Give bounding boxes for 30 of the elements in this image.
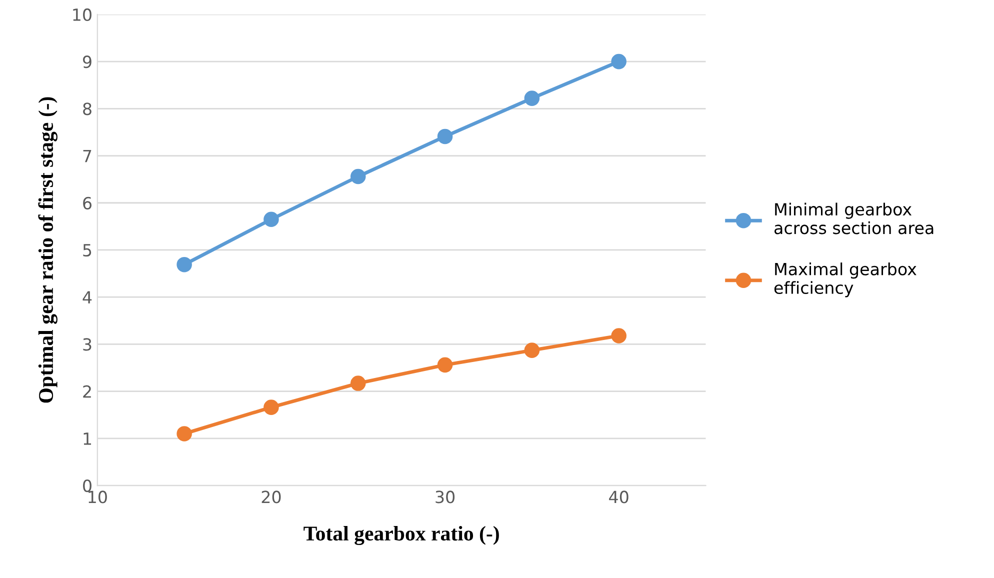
x-tick-label: 20 — [262, 490, 281, 504]
y-tick-label: 0 — [83, 479, 92, 492]
y-axis-title: Optimal gear ratio of first stage (-) — [38, 97, 58, 403]
y-tick-label: 5 — [83, 244, 92, 257]
y-tick-label: 2 — [83, 385, 91, 398]
point — [437, 128, 453, 144]
y-tick-label: 3 — [83, 338, 92, 351]
x-axis-title: Total gearbox ratio (-) — [304, 526, 499, 546]
y-tick-label: 10 — [73, 8, 92, 22]
point — [350, 168, 366, 184]
y-tick-label: 7 — [83, 150, 92, 162]
point — [524, 90, 540, 106]
point — [437, 357, 453, 373]
y-tick-label: 1 — [84, 432, 92, 445]
point — [264, 400, 279, 415]
y-tick-label: 6 — [83, 196, 92, 210]
point — [524, 342, 540, 358]
point — [611, 54, 626, 70]
point — [350, 376, 366, 391]
point — [176, 256, 192, 272]
point — [264, 212, 279, 228]
point — [176, 426, 192, 442]
y-tick-label: 8 — [83, 102, 92, 116]
legend-label: Minimal gearbox across section area — [774, 202, 934, 234]
y-tick-label: 9 — [82, 56, 92, 68]
x-tick-label: 30 — [436, 490, 455, 504]
x-tick-label: 40 — [609, 490, 628, 504]
point — [611, 328, 626, 344]
y-tick-label: 4 — [82, 291, 92, 304]
legend-label: Maximal gearbox efficiency — [774, 262, 916, 298]
